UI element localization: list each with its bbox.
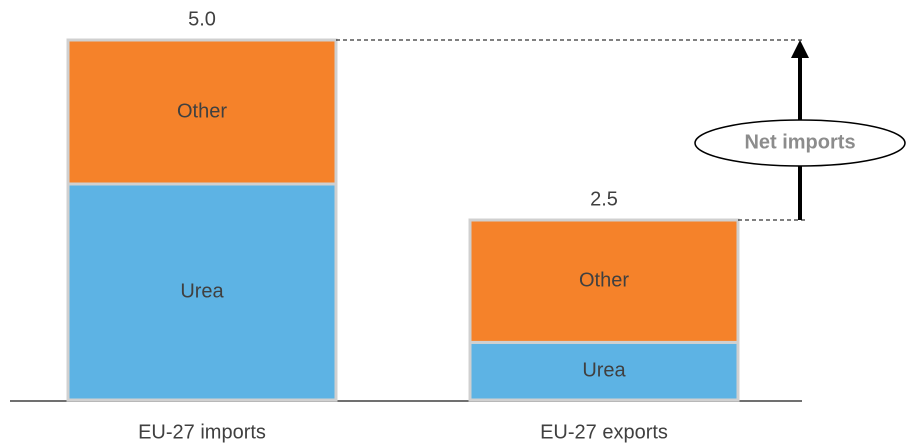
- segment-label: Urea: [582, 359, 626, 381]
- total-label: 2.5: [590, 188, 618, 210]
- segment-label: Urea: [180, 280, 224, 302]
- segment-label: Other: [177, 100, 227, 122]
- arrow-head: [791, 40, 809, 58]
- bar-segment: [468, 218, 740, 344]
- annotation: Net imports: [744, 131, 855, 153]
- annotation-bubble: [694, 119, 906, 167]
- bar-segment: [66, 182, 338, 402]
- total-label: 5.0: [188, 8, 216, 30]
- category-label: EU-27 exports: [540, 421, 668, 443]
- category-label: EU-27 imports: [138, 421, 266, 443]
- segment-label: Other: [579, 269, 629, 291]
- bar-segment: [66, 38, 338, 186]
